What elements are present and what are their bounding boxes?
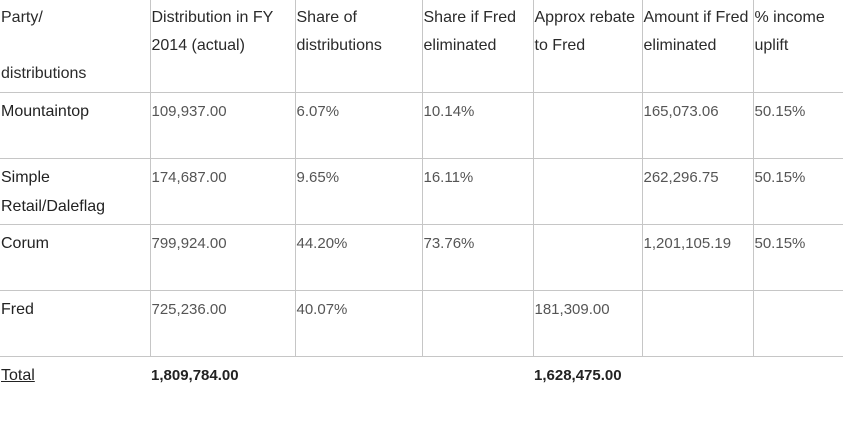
cell-rebate (533, 225, 642, 291)
table-row: Mountaintop 109,937.00 6.07% 10.14% 165,… (0, 93, 843, 159)
cell-amount-if-eliminated: 165,073.06 (642, 93, 753, 159)
cell-amount-if-eliminated (642, 291, 753, 357)
cell-share-if-eliminated: 16.11% (422, 159, 533, 225)
table-row: Simple Retail/Daleflag 174,687.00 9.65% … (0, 159, 843, 225)
cell-party: Simple Retail/Daleflag (0, 159, 150, 225)
total-share (295, 357, 422, 421)
total-share-if-eliminated (422, 357, 533, 421)
cell-party: Corum (0, 225, 150, 291)
cell-share-if-eliminated: 73.76% (422, 225, 533, 291)
cell-share-if-eliminated (422, 291, 533, 357)
cell-share-if-eliminated: 10.14% (422, 93, 533, 159)
header-income-uplift: % income uplift (753, 0, 843, 93)
cell-distribution: 799,924.00 (150, 225, 295, 291)
cell-share: 40.07% (295, 291, 422, 357)
cell-share: 44.20% (295, 225, 422, 291)
header-share-if-fred-eliminated: Share if Fred eliminated (422, 0, 533, 93)
table-row: Corum 799,924.00 44.20% 73.76% 1,201,105… (0, 225, 843, 291)
total-rebate: 1,628,475.00 (533, 357, 642, 421)
total-label: Total (0, 357, 150, 421)
cell-amount-if-eliminated: 1,201,105.19 (642, 225, 753, 291)
table-total-row: Total 1,809,784.00 1,628,475.00 (0, 357, 843, 421)
cell-uplift: 50.15% (753, 159, 843, 225)
total-distribution: 1,809,784.00 (150, 357, 295, 421)
cell-rebate (533, 93, 642, 159)
header-amount-if-fred-eliminated: Amount if Fred eliminated (642, 0, 753, 93)
cell-uplift (753, 291, 843, 357)
cell-uplift: 50.15% (753, 93, 843, 159)
header-party: Party/ distributions (0, 0, 150, 93)
header-distribution-fy2014: Distribution in FY 2014 (actual) (150, 0, 295, 93)
table-row: Fred 725,236.00 40.07% 181,309.00 (0, 291, 843, 357)
total-uplift (753, 357, 843, 421)
cell-distribution: 109,937.00 (150, 93, 295, 159)
cell-distribution: 174,687.00 (150, 159, 295, 225)
header-share-of-distributions: Share of distributions (295, 0, 422, 93)
cell-rebate (533, 159, 642, 225)
cell-rebate: 181,309.00 (533, 291, 642, 357)
table-header-row: Party/ distributions Distribution in FY … (0, 0, 843, 93)
cell-distribution: 725,236.00 (150, 291, 295, 357)
cell-uplift: 50.15% (753, 225, 843, 291)
cell-share: 9.65% (295, 159, 422, 225)
cell-amount-if-eliminated: 262,296.75 (642, 159, 753, 225)
header-approx-rebate: Approx rebate to Fred (533, 0, 642, 93)
header-party-line2: distributions (1, 60, 149, 88)
cell-party: Fred (0, 291, 150, 357)
total-amount-if-eliminated (642, 357, 753, 421)
header-party-line1: Party/ (1, 4, 149, 32)
cell-party: Mountaintop (0, 93, 150, 159)
cell-share: 6.07% (295, 93, 422, 159)
